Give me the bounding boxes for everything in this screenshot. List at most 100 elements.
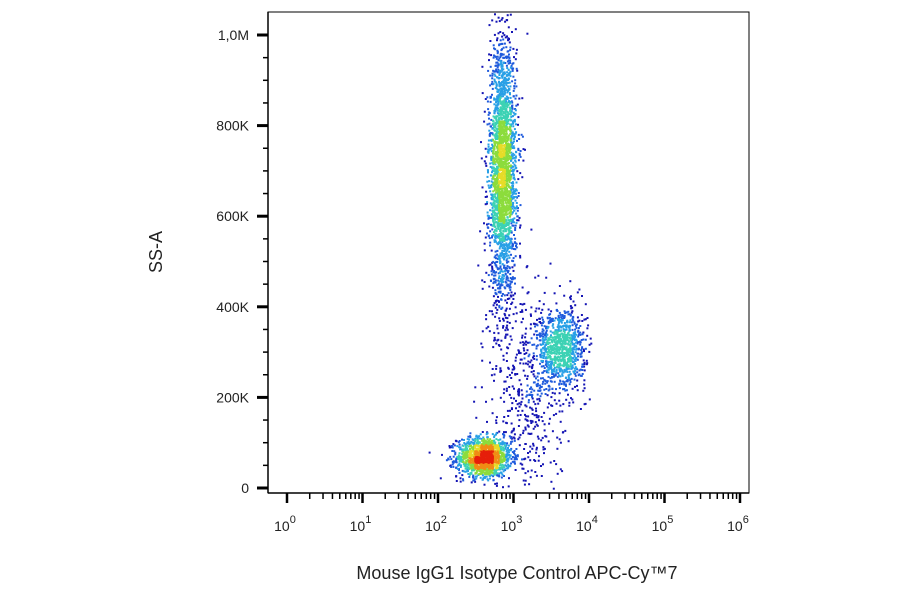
- event-dot: [494, 157, 497, 160]
- event-dot: [468, 438, 471, 441]
- event-dot: [501, 174, 504, 177]
- event-dot: [543, 370, 546, 373]
- event-dot: [585, 363, 588, 366]
- event-dot: [494, 281, 497, 284]
- event-dot: [508, 145, 510, 148]
- event-dot: [506, 328, 509, 331]
- event-dot: [502, 319, 505, 322]
- event-dot: [575, 347, 578, 350]
- event-dot: [521, 309, 524, 312]
- event-dot: [543, 338, 546, 341]
- event-dot: [507, 149, 510, 152]
- event-dot: [499, 438, 502, 441]
- event-dot: [498, 164, 501, 167]
- event-dot: [500, 283, 503, 286]
- event-dot: [499, 280, 502, 283]
- event-dot: [494, 193, 497, 196]
- event-dot: [458, 468, 460, 471]
- event-dot: [498, 176, 501, 179]
- event-dot: [506, 170, 508, 173]
- event-dot: [519, 224, 522, 227]
- event-dot: [558, 374, 561, 377]
- event-dot: [500, 62, 503, 65]
- event-dot: [495, 20, 498, 23]
- event-dot: [540, 343, 543, 346]
- event-dot: [507, 112, 510, 115]
- event-dot: [486, 123, 489, 126]
- event-dot: [498, 213, 501, 216]
- event-dot: [506, 301, 508, 304]
- event-dot: [495, 130, 498, 133]
- event-dot: [505, 117, 508, 120]
- event-dot: [552, 326, 555, 329]
- event-dot: [489, 244, 491, 247]
- event-dot: [462, 449, 465, 452]
- event-dot: [492, 190, 495, 193]
- event-dot: [490, 469, 493, 472]
- event-dot: [514, 462, 516, 465]
- event-dot: [504, 79, 507, 82]
- event-dot: [580, 314, 583, 316]
- event-dot: [576, 342, 579, 345]
- event-dot: [505, 360, 508, 362]
- event-dot: [503, 156, 506, 159]
- event-dot: [538, 387, 541, 390]
- event-dot: [574, 374, 577, 377]
- event-dot: [495, 138, 497, 140]
- event-dot: [507, 466, 510, 469]
- event-dot: [463, 442, 466, 444]
- event-dot: [535, 446, 538, 449]
- event-dot: [502, 117, 505, 119]
- event-dot: [551, 340, 553, 343]
- event-dot: [548, 361, 551, 364]
- event-dot: [505, 101, 508, 104]
- event-dot: [571, 349, 574, 352]
- event-dot: [505, 213, 508, 216]
- event-dot: [500, 130, 502, 133]
- event-dot: [504, 234, 507, 237]
- event-dot: [524, 413, 526, 416]
- event-dot: [500, 199, 503, 202]
- event-dot: [494, 182, 497, 185]
- event-dot: [517, 391, 520, 394]
- event-dot: [545, 362, 548, 365]
- event-dot: [556, 436, 559, 439]
- event-dot: [517, 116, 520, 119]
- event-dot: [507, 237, 510, 240]
- event-dot: [496, 100, 499, 103]
- event-dot: [542, 335, 545, 338]
- event-dot: [562, 325, 565, 328]
- event-dot: [543, 411, 546, 414]
- event-dot: [542, 448, 545, 451]
- event-dot: [505, 132, 508, 135]
- event-dot: [492, 444, 495, 447]
- event-dot: [558, 341, 561, 344]
- event-dot: [510, 440, 513, 443]
- event-dot: [491, 143, 494, 146]
- event-dot: [492, 155, 495, 158]
- event-dot: [558, 410, 561, 413]
- event-dot: [562, 357, 565, 360]
- event-dot: [569, 350, 572, 353]
- event-dot: [484, 196, 487, 198]
- event-dot: [508, 134, 510, 137]
- event-dot: [493, 162, 496, 164]
- event-dot: [519, 204, 522, 207]
- event-dot: [484, 162, 487, 165]
- event-dot: [515, 131, 518, 134]
- event-dot: [510, 64, 513, 67]
- event-dot: [506, 102, 509, 104]
- event-dot: [552, 347, 555, 350]
- event-dot: [563, 333, 566, 336]
- event-dot: [499, 448, 502, 451]
- event-dot: [499, 464, 501, 467]
- event-dot: [470, 472, 473, 475]
- event-dot: [509, 75, 512, 78]
- event-dot: [464, 451, 467, 454]
- event-dot: [493, 146, 496, 149]
- event-dot: [512, 62, 515, 65]
- event-dot: [513, 87, 516, 90]
- event-dot: [578, 288, 581, 291]
- event-dot: [499, 155, 502, 158]
- event-dot: [572, 352, 575, 355]
